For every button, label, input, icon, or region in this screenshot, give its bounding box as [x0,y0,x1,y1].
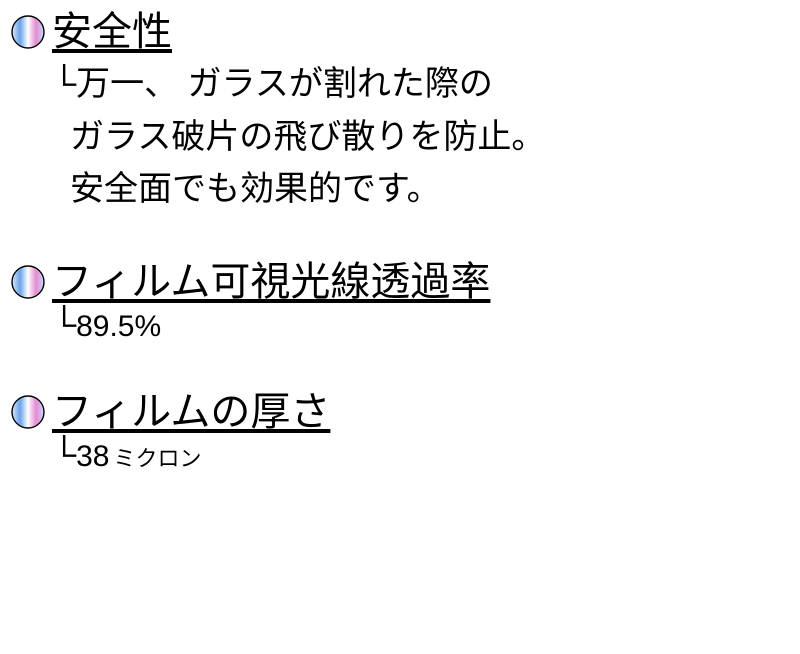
sphere-bullet-icon [10,264,46,300]
item-value: 38 [76,437,109,476]
body-line: └万一、 ガラスが割れた際の [52,58,790,111]
item-header: フィルムの厚さ [10,388,790,436]
body-line: 安全面でも効果的です。 [52,163,790,216]
corner-glyph-icon: └ [52,436,76,475]
corner-glyph-icon: └ [52,58,76,111]
spec-item: 安全性 └万一、 ガラスが割れた際の ガラス破片の飛び散りを防止。 安全面でも効… [10,8,790,216]
spec-item: フィルム可視光線透過率 └89.5% [10,258,790,346]
item-body: └万一、 ガラスが割れた際の ガラス破片の飛び散りを防止。 安全面でも効果的です… [52,58,790,216]
item-title: フィルム可視光線透過率 [52,258,490,306]
item-header: フィルム可視光線透過率 [10,258,790,306]
corner-glyph-icon: └ [52,306,76,345]
item-value: 89.5% [76,307,161,346]
item-unit: ミクロン [113,446,201,471]
item-title: 安全性 [52,8,172,56]
body-line: ガラス破片の飛び散りを防止。 [52,111,790,164]
sphere-bullet-icon [10,394,46,430]
sphere-bullet-icon [10,14,46,50]
item-value-row: └89.5% [52,306,790,346]
item-header: 安全性 [10,8,790,56]
item-value-row: └38ミクロン [52,436,790,476]
body-text: 万一、 ガラスが割れた際の [76,65,493,103]
item-title: フィルムの厚さ [52,388,330,436]
page: 安全性 └万一、 ガラスが割れた際の ガラス破片の飛び散りを防止。 安全面でも効… [0,0,800,476]
spec-item: フィルムの厚さ └38ミクロン [10,388,790,476]
